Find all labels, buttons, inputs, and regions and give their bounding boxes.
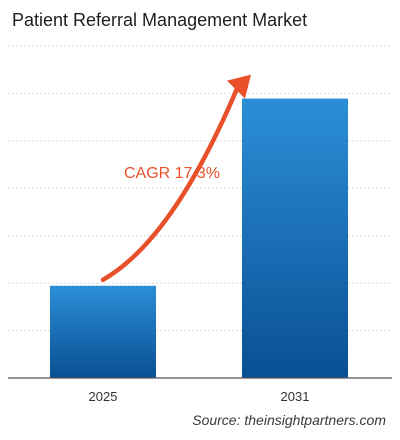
chart-title: Patient Referral Management Market <box>12 10 308 30</box>
bar-2025 <box>50 285 156 378</box>
x-tick-label: 2031 <box>281 389 310 404</box>
cagr-arrow-line <box>100 86 240 283</box>
bar-2031 <box>242 98 348 379</box>
x-tick-label: 2025 <box>89 389 118 404</box>
cagr-label: CAGR 17.3% <box>124 165 220 182</box>
cagr-arrow-head <box>227 74 251 99</box>
source-note: Source: theinsightpartners.com <box>192 412 386 428</box>
